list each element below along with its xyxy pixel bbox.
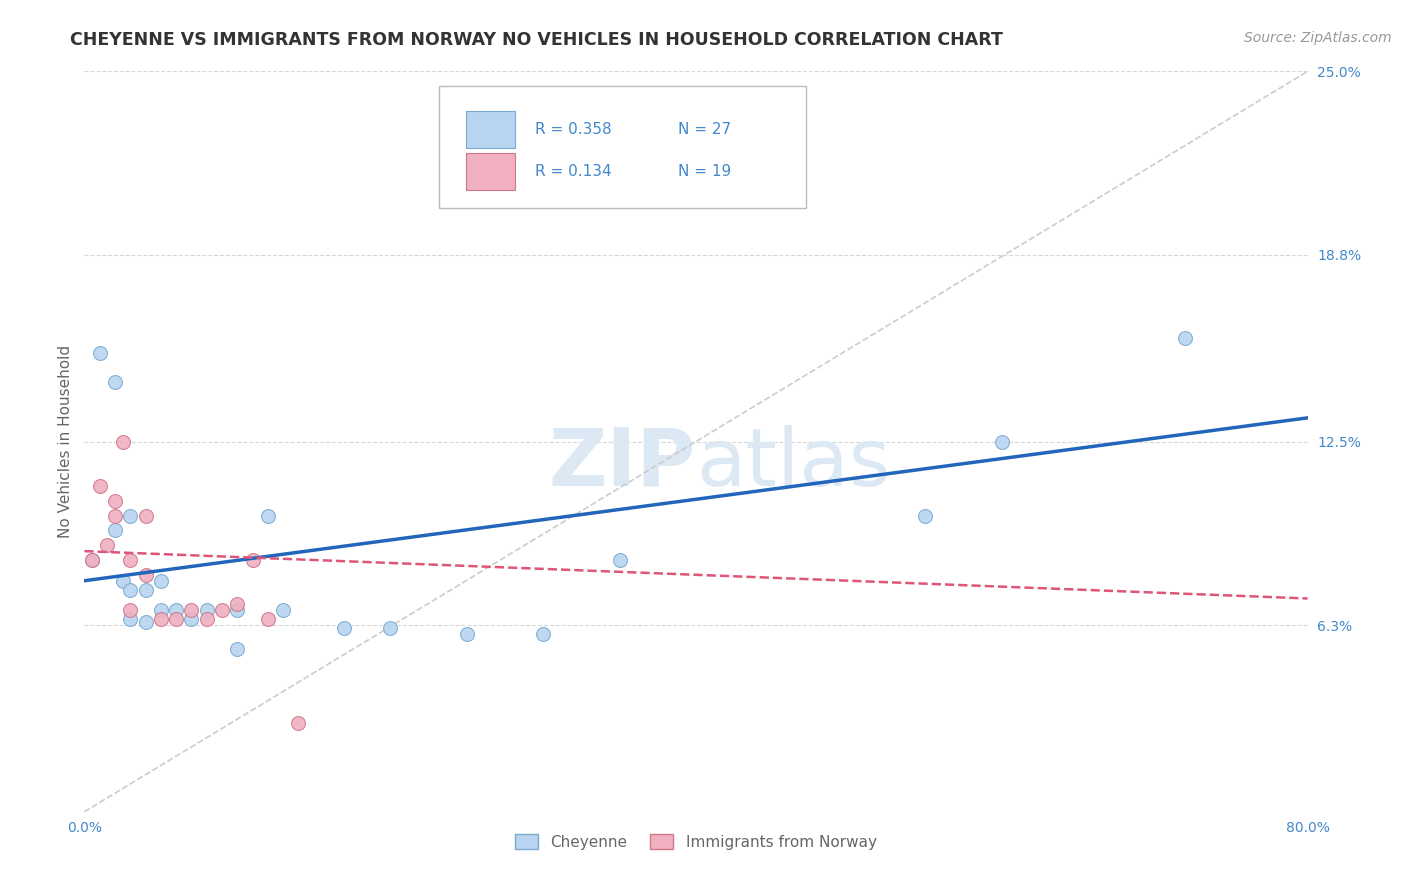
- Point: [226, 641, 249, 656]
- Point: [180, 603, 202, 617]
- Bar: [465, 153, 515, 190]
- Point: [89, 479, 111, 493]
- Point: [149, 603, 172, 617]
- Point: [104, 508, 127, 523]
- Point: [120, 612, 142, 626]
- Point: [120, 553, 142, 567]
- Point: [1174, 331, 1197, 345]
- Bar: [465, 111, 515, 147]
- Point: [165, 603, 187, 617]
- Point: [165, 612, 187, 626]
- Point: [135, 582, 157, 597]
- Point: [135, 567, 157, 582]
- Point: [380, 621, 402, 635]
- Point: [104, 376, 127, 390]
- Point: [531, 627, 554, 641]
- Point: [104, 524, 127, 538]
- Point: [96, 538, 118, 552]
- Point: [120, 508, 142, 523]
- Point: [226, 598, 249, 612]
- Text: N = 27: N = 27: [678, 121, 731, 136]
- Point: [80, 553, 103, 567]
- Text: R = 0.134: R = 0.134: [534, 164, 612, 178]
- Point: [257, 612, 280, 626]
- Text: N = 19: N = 19: [678, 164, 731, 178]
- Point: [242, 553, 264, 567]
- Y-axis label: No Vehicles in Household: No Vehicles in Household: [58, 345, 73, 538]
- Point: [89, 345, 111, 359]
- Point: [180, 612, 202, 626]
- Point: [456, 627, 478, 641]
- Point: [257, 508, 280, 523]
- Point: [80, 553, 103, 567]
- Point: [104, 493, 127, 508]
- Point: [609, 553, 631, 567]
- Point: [226, 603, 249, 617]
- Point: [120, 603, 142, 617]
- Point: [211, 603, 233, 617]
- Point: [135, 508, 157, 523]
- Point: [111, 434, 134, 449]
- Point: [135, 615, 157, 630]
- Point: [195, 612, 218, 626]
- Point: [149, 574, 172, 588]
- Point: [914, 508, 936, 523]
- Point: [271, 603, 294, 617]
- Legend: Cheyenne, Immigrants from Norway: Cheyenne, Immigrants from Norway: [509, 828, 883, 856]
- Point: [287, 715, 309, 730]
- Point: [111, 574, 134, 588]
- Point: [195, 603, 218, 617]
- Point: [333, 621, 356, 635]
- Text: Source: ZipAtlas.com: Source: ZipAtlas.com: [1244, 31, 1392, 45]
- Point: [120, 582, 142, 597]
- Text: atlas: atlas: [696, 425, 890, 503]
- Point: [991, 434, 1014, 449]
- Text: R = 0.358: R = 0.358: [534, 121, 612, 136]
- Point: [149, 612, 172, 626]
- FancyBboxPatch shape: [439, 87, 806, 209]
- Text: ZIP: ZIP: [548, 425, 696, 503]
- Text: CHEYENNE VS IMMIGRANTS FROM NORWAY NO VEHICLES IN HOUSEHOLD CORRELATION CHART: CHEYENNE VS IMMIGRANTS FROM NORWAY NO VE…: [70, 31, 1002, 49]
